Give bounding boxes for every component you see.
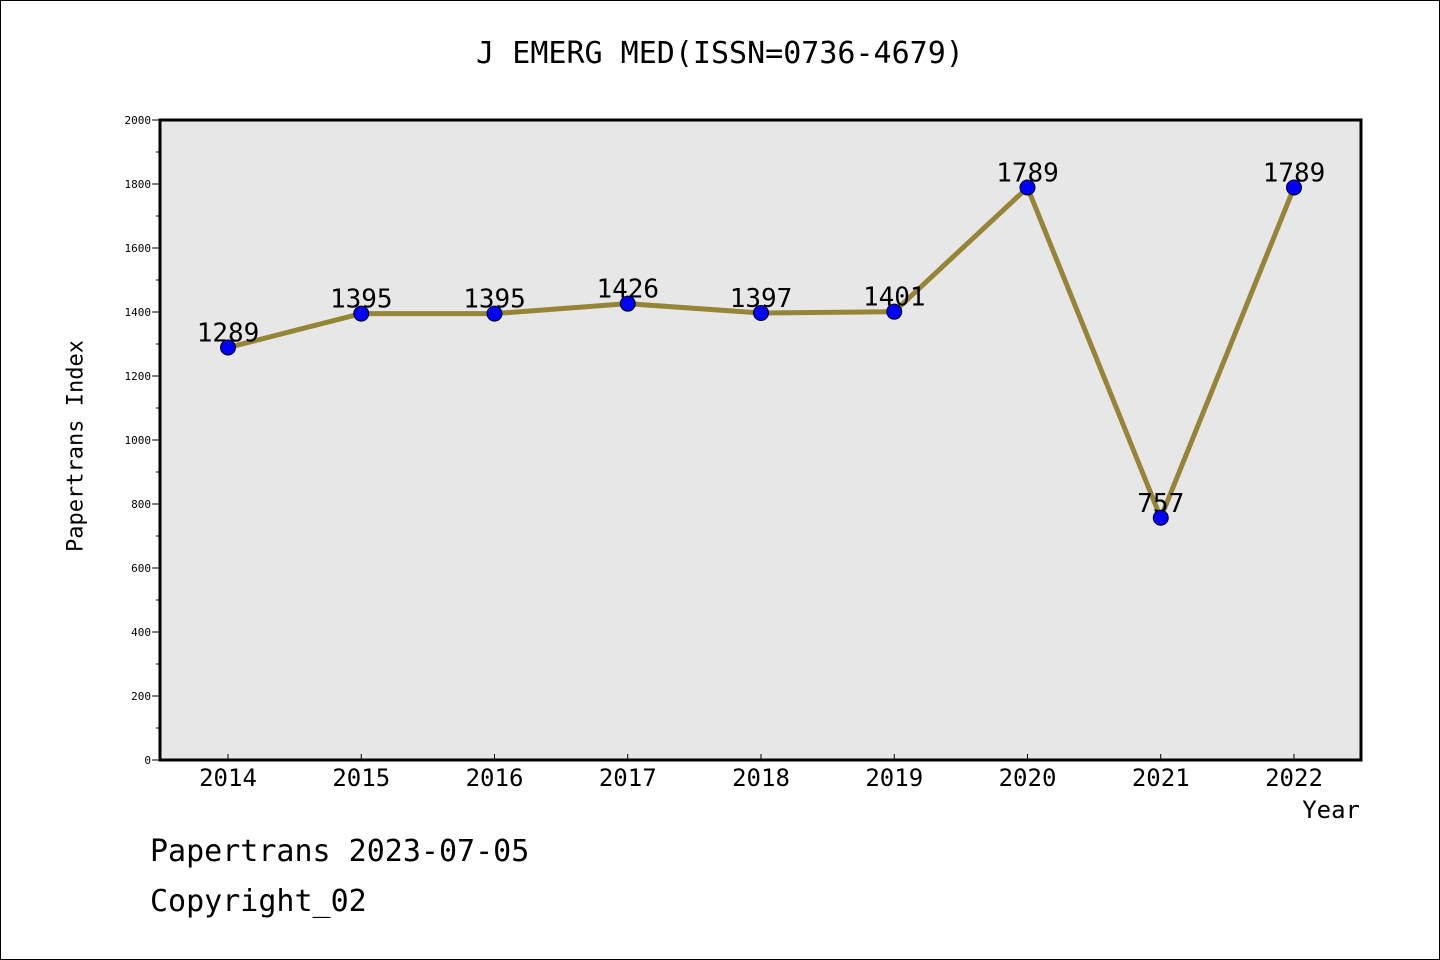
plot-area [160, 120, 1361, 760]
x-tick-label: 2019 [865, 764, 923, 792]
data-point [353, 305, 370, 322]
y-axis-label: Papertrans Index [63, 340, 89, 552]
y-tick-label: 200 [131, 690, 151, 703]
data-point [1152, 509, 1169, 526]
footer-date: Papertrans 2023-07-05 [150, 834, 530, 869]
x-tick-label: 2022 [1265, 764, 1323, 792]
data-point [753, 304, 769, 321]
y-tick-label: 600 [131, 562, 151, 575]
y-tick-label: 1600 [125, 242, 152, 255]
y-tick-label: 1400 [125, 306, 152, 319]
plot-border [158, 118, 1363, 762]
x-tick-label: 2015 [332, 764, 390, 792]
x-tick-label: 2014 [199, 764, 257, 792]
data-point [1019, 179, 1036, 196]
x-tick-label: 2016 [466, 764, 524, 792]
data-point [220, 339, 236, 356]
y-tick-label: 800 [131, 498, 151, 511]
x-tick-label: 2017 [599, 764, 657, 792]
y-tick-label: 400 [131, 626, 151, 639]
footer-copyright: Copyright_02 [150, 884, 367, 919]
data-point [886, 303, 903, 320]
data-point [1286, 179, 1302, 196]
y-tick-label: 1200 [125, 370, 152, 383]
y-tick-label: 2000 [125, 114, 152, 127]
x-axis-label: Year [1302, 796, 1360, 824]
y-tick-label: 0 [144, 754, 151, 767]
data-point [619, 295, 636, 312]
y-tick-label: 1800 [125, 178, 152, 191]
x-tick-label: 2020 [999, 764, 1057, 792]
data-point [486, 305, 503, 322]
y-tick-label: 1000 [125, 434, 152, 447]
chart-title: J EMERG MED(ISSN=0736-4679) [476, 36, 964, 71]
x-tick-label: 2021 [1132, 764, 1190, 792]
x-tick-label: 2018 [732, 764, 790, 792]
